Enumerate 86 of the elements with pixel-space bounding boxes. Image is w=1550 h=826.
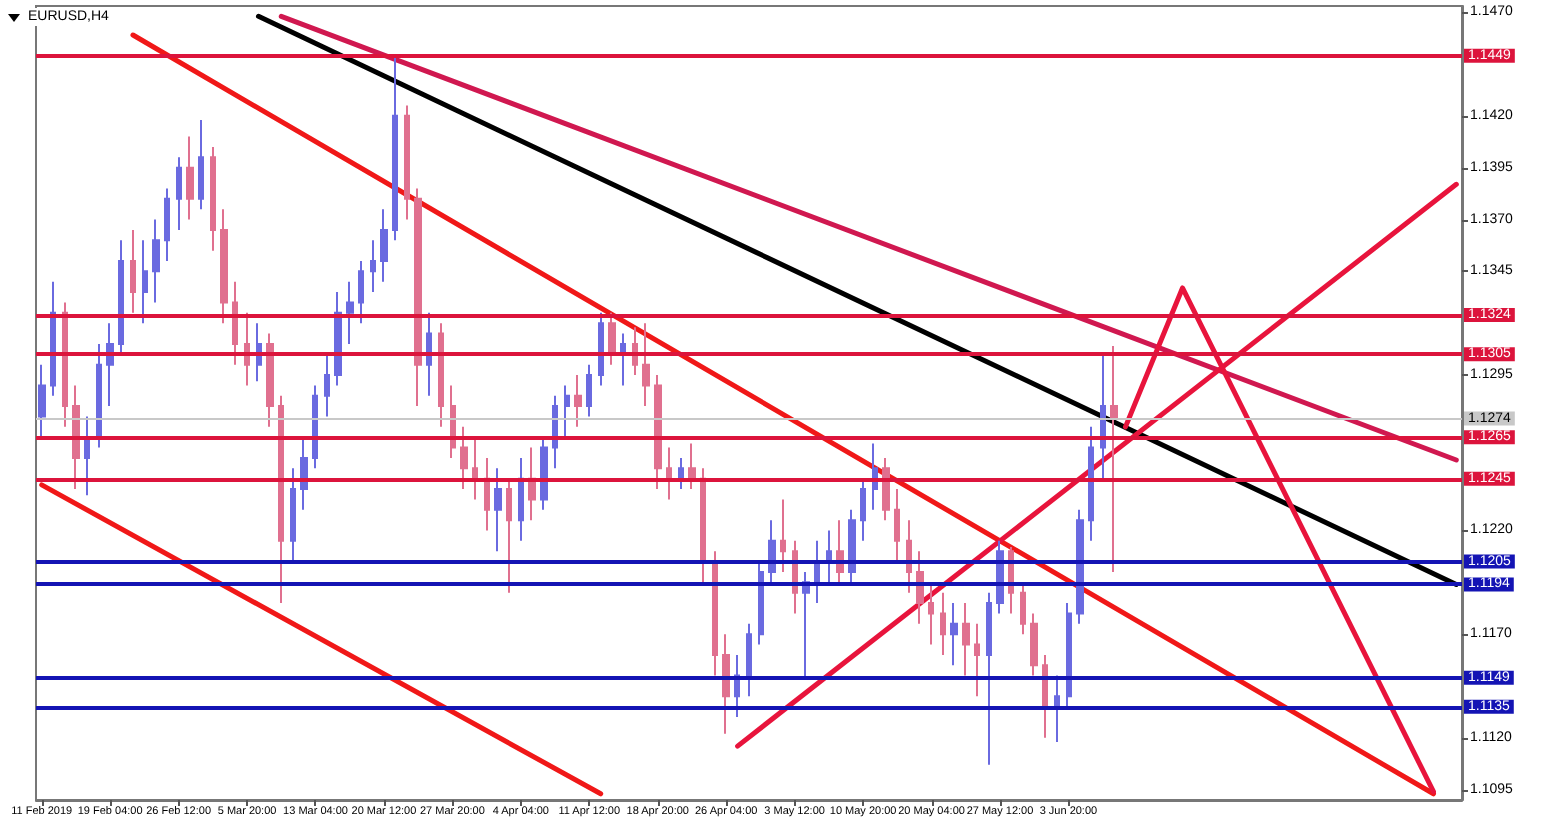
candlestick bbox=[802, 570, 810, 681]
candlestick bbox=[780, 498, 786, 573]
candlestick bbox=[574, 374, 582, 428]
candlestick bbox=[916, 550, 924, 625]
candlestick bbox=[758, 560, 764, 646]
candlestick bbox=[38, 363, 46, 439]
candlestick bbox=[860, 477, 866, 542]
candlestick bbox=[986, 591, 992, 766]
candlestick bbox=[84, 415, 90, 497]
candlestick bbox=[142, 239, 148, 325]
candlestick bbox=[1088, 425, 1094, 542]
candlestick bbox=[654, 374, 662, 491]
candlestick bbox=[528, 446, 536, 522]
candlestick bbox=[746, 622, 752, 698]
candlestick bbox=[950, 602, 958, 667]
candlestick bbox=[700, 467, 706, 584]
candlestick bbox=[438, 322, 444, 428]
candlestick bbox=[118, 239, 124, 356]
candlestick bbox=[72, 384, 80, 491]
candlestick bbox=[244, 311, 250, 387]
candlestick bbox=[608, 311, 616, 366]
candlestick bbox=[688, 442, 696, 491]
candlestick bbox=[484, 456, 490, 532]
candlestick bbox=[598, 311, 604, 387]
candlestick bbox=[404, 104, 410, 221]
candlestick bbox=[734, 653, 740, 719]
candlestick bbox=[506, 477, 512, 594]
candlestick bbox=[106, 322, 114, 408]
candlestick bbox=[768, 519, 776, 584]
candlestick bbox=[130, 228, 136, 314]
candlestick bbox=[370, 239, 376, 294]
candlestick bbox=[1054, 674, 1060, 743]
candlestick bbox=[494, 467, 502, 553]
candlestick bbox=[1100, 353, 1106, 480]
candlestick bbox=[940, 591, 946, 656]
candlestick bbox=[814, 539, 820, 605]
candlestick bbox=[962, 602, 970, 677]
candlestick bbox=[300, 436, 308, 511]
candlestick bbox=[380, 208, 388, 283]
candlestick bbox=[722, 633, 730, 735]
candlestick bbox=[564, 384, 570, 439]
candlestick bbox=[1076, 508, 1084, 625]
candlestick bbox=[1110, 344, 1118, 573]
candlestick bbox=[392, 56, 398, 242]
candlestick bbox=[1030, 612, 1038, 677]
candlestick bbox=[1066, 602, 1072, 708]
candlestick bbox=[540, 436, 548, 511]
candlestick bbox=[642, 322, 650, 408]
candlestick bbox=[96, 342, 102, 449]
candlestick bbox=[666, 446, 672, 501]
candlestick bbox=[358, 259, 364, 325]
candlestick bbox=[414, 187, 422, 408]
candlestick bbox=[848, 508, 856, 584]
candlestick bbox=[220, 208, 228, 325]
candlestick bbox=[312, 384, 318, 470]
candlestick bbox=[1042, 653, 1048, 739]
candlestick bbox=[62, 301, 68, 428]
candlestick bbox=[586, 363, 592, 418]
candlestick bbox=[472, 436, 478, 501]
candlestick bbox=[232, 280, 238, 366]
candlestick bbox=[346, 280, 354, 345]
candlestick bbox=[290, 467, 296, 563]
candlestick bbox=[176, 156, 182, 231]
candlestick bbox=[906, 519, 912, 594]
candlestick bbox=[266, 332, 274, 428]
candlestick bbox=[50, 280, 56, 397]
candlestick bbox=[518, 456, 524, 542]
candlestick bbox=[210, 145, 216, 252]
candlestick bbox=[460, 425, 468, 491]
candlestick bbox=[678, 456, 684, 491]
candlestick bbox=[620, 332, 626, 387]
candlestick bbox=[324, 353, 330, 418]
candlestick bbox=[186, 135, 194, 221]
candlestick bbox=[426, 311, 432, 397]
candlestick bbox=[872, 442, 878, 511]
candlestick bbox=[974, 622, 980, 698]
candlestick bbox=[882, 456, 890, 522]
candlestick bbox=[278, 394, 284, 605]
candlestick bbox=[826, 529, 832, 584]
candlestick bbox=[164, 187, 170, 262]
candlestick bbox=[1020, 581, 1026, 636]
candlestick bbox=[894, 488, 900, 563]
candlestick bbox=[712, 550, 718, 677]
candlestick bbox=[928, 581, 934, 646]
candlestick bbox=[198, 119, 204, 211]
candlestick bbox=[152, 218, 160, 304]
